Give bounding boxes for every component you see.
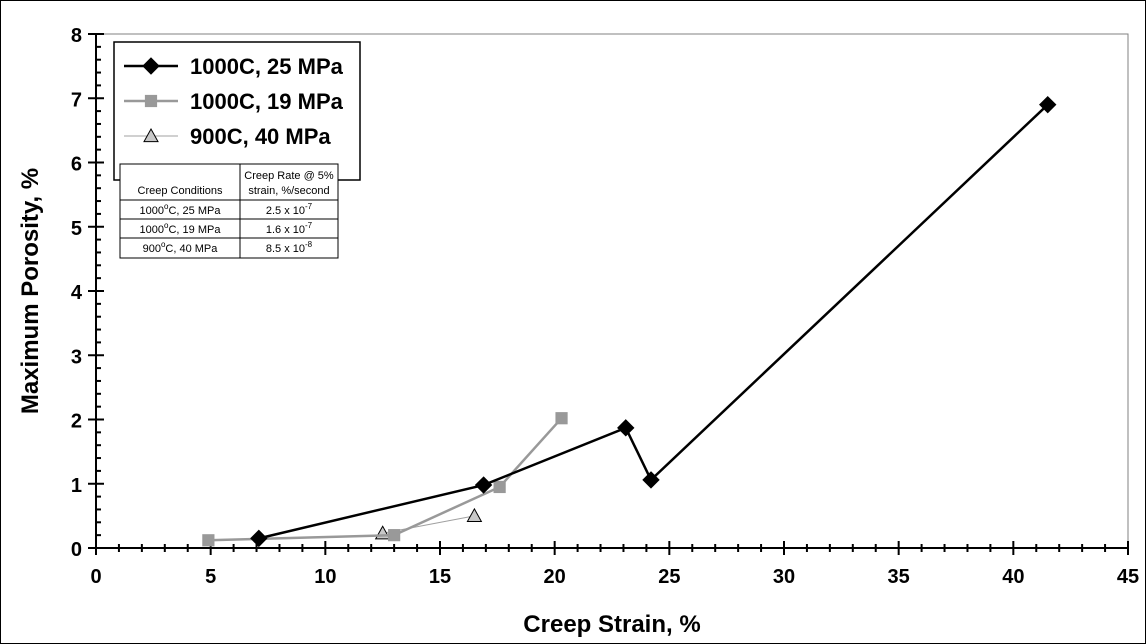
series-layer xyxy=(202,95,1057,548)
inset-table-border xyxy=(119,163,339,259)
inset-table: Creep Conditions Creep Rate @ 5% strain,… xyxy=(119,163,339,259)
y-tick-label: 5 xyxy=(71,218,82,240)
x-tick-label: 5 xyxy=(205,566,216,588)
legend-label: 1000C, 25 MPa xyxy=(190,54,344,79)
y-tick-label: 4 xyxy=(71,282,83,304)
y-tick-label: 2 xyxy=(71,411,82,433)
x-tick-label: 20 xyxy=(544,566,566,588)
series-diamond xyxy=(250,95,1057,548)
legend-marker xyxy=(143,127,159,143)
data-point-square xyxy=(555,412,568,425)
legend-marker xyxy=(144,94,158,108)
inset-table-condition-cell: 1000oC, 25 MPa xyxy=(140,202,222,217)
legend-label: 1000C, 19 MPa xyxy=(190,89,344,114)
data-point-square xyxy=(202,534,215,547)
legend: 1000C, 25 MPa 1000C, 19 MPa 900C, 40 MPa xyxy=(113,41,361,181)
y-tick-label: 3 xyxy=(71,346,82,368)
data-point-diamond xyxy=(250,529,268,548)
y-tick-label: 7 xyxy=(71,89,82,111)
series-square xyxy=(202,412,568,547)
x-axis-title: Creep Strain, % xyxy=(523,611,700,638)
legend-marker xyxy=(142,57,160,75)
y-tick-label: 6 xyxy=(71,154,82,176)
data-point-diamond xyxy=(474,476,493,494)
inset-table-rate-cell: 1.6 x 10-7 xyxy=(266,221,313,236)
x-tick-label: 0 xyxy=(90,566,101,588)
data-point-square xyxy=(493,480,506,494)
inset-table-header-rate-line2: strain, %/second xyxy=(248,185,329,197)
inset-table-condition-cell: 900oC, 40 MPa xyxy=(143,240,219,255)
x-tick-label: 35 xyxy=(888,566,910,588)
x-tick-label: 10 xyxy=(314,566,336,588)
x-tick-label: 30 xyxy=(773,566,795,588)
data-point-square xyxy=(388,529,401,542)
x-tick-label: 45 xyxy=(1117,566,1139,588)
y-tick-label: 8 xyxy=(71,25,82,47)
y-tick-label: 0 xyxy=(71,539,82,561)
inset-table-rate-cell: 2.5 x 10-7 xyxy=(266,202,313,217)
y-axis-title: Maximum Porosity, % xyxy=(17,168,44,414)
inset-table-header-conditions: Creep Conditions xyxy=(138,185,223,197)
data-point-diamond xyxy=(617,419,635,437)
x-tick-label: 25 xyxy=(658,566,680,588)
x-tick-label: 15 xyxy=(429,566,451,588)
legend-items: 1000C, 25 MPa 1000C, 19 MPa 900C, 40 MPa xyxy=(124,54,344,149)
y-tick-label: 1 xyxy=(71,475,82,497)
x-tick-label: 40 xyxy=(1002,566,1024,588)
data-point-triangle xyxy=(466,507,483,522)
inset-table-rate-cell: 8.5 x 10-8 xyxy=(266,240,313,255)
legend-label: 900C, 40 MPa xyxy=(190,124,331,149)
series-line xyxy=(208,417,563,542)
inset-table-header-rate-line1: Creep Rate @ 5% xyxy=(244,170,334,182)
inset-table-condition-cell: 1000oC, 19 MPa xyxy=(140,221,222,236)
data-point-diamond xyxy=(642,471,660,489)
data-point-diamond xyxy=(1039,95,1057,114)
